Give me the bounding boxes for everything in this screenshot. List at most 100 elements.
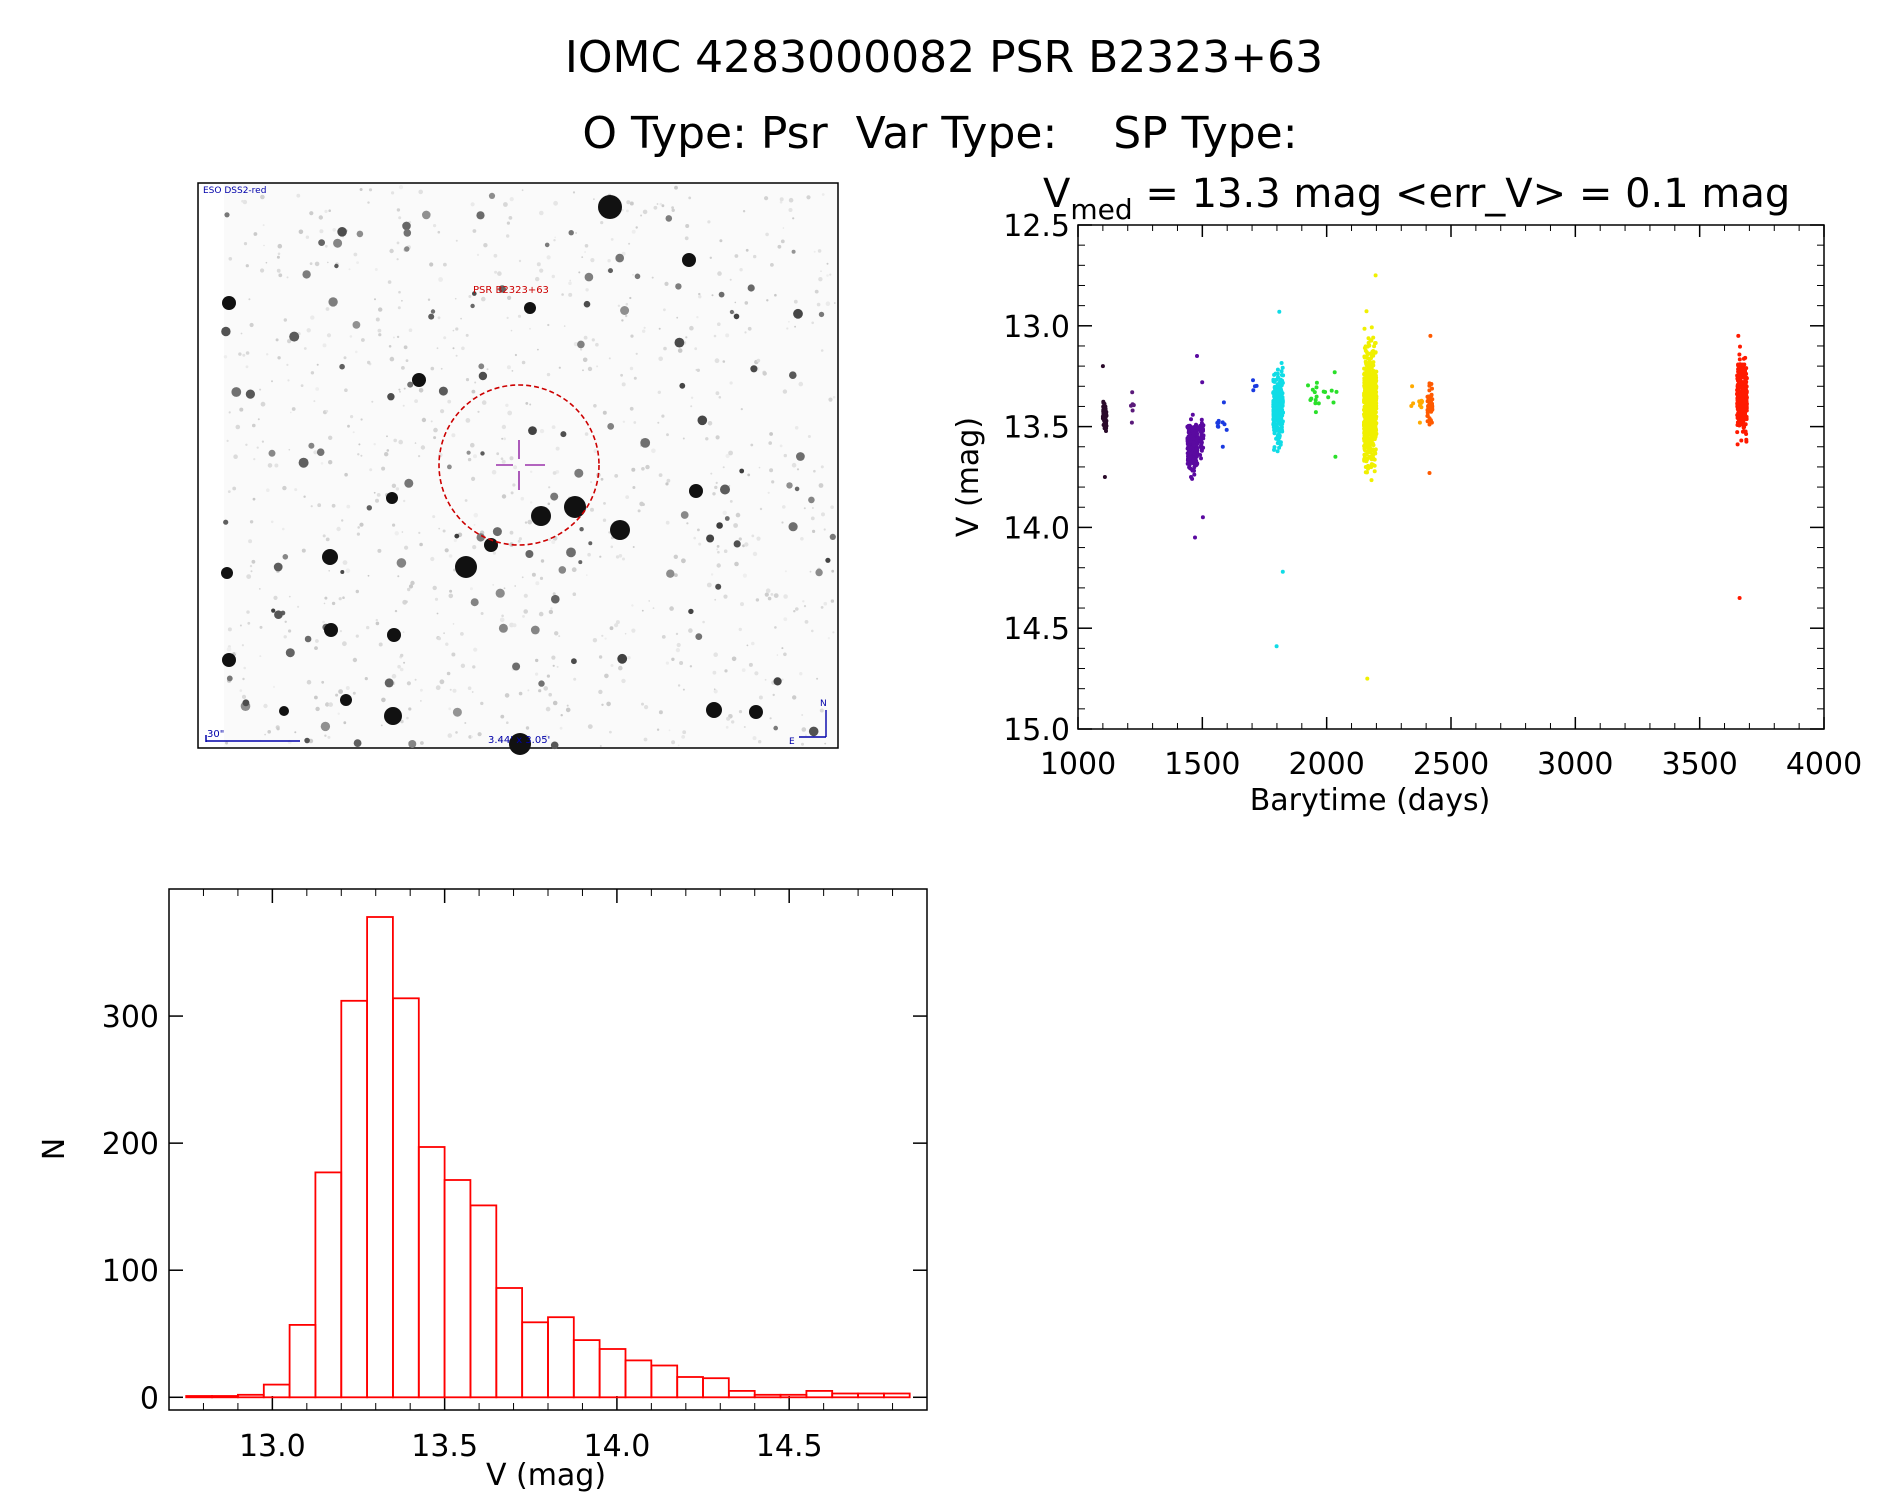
star [454,533,460,539]
noise-speck [260,268,265,273]
noise-speck [338,689,343,694]
noise-speck [801,742,804,746]
noise-speck [315,387,320,391]
data-point [1735,420,1740,425]
data-point [1370,409,1375,414]
noise-speck [471,691,474,693]
noise-speck [681,558,686,564]
noise-speck [246,574,252,579]
noise-speck [275,338,279,342]
noise-speck [632,546,635,548]
noise-speck [469,587,473,591]
noise-speck [433,224,437,228]
data-series [1129,390,1136,425]
noise-speck [294,731,297,734]
noise-speck [480,701,484,706]
data-point [1367,443,1371,448]
data-point [1744,371,1749,376]
noise-speck [764,678,767,681]
histogram-bar [340,999,368,1399]
star [472,291,477,296]
x-tick-label: 4000 [1786,747,1862,782]
noise-speck [777,244,782,249]
noise-speck [697,528,700,532]
noise-speck [756,358,761,363]
noise-speck [551,540,556,544]
star [224,212,230,218]
noise-speck [677,684,681,687]
data-point [1187,454,1192,459]
noise-speck [465,418,471,423]
noise-speck [448,593,454,599]
noise-speck [826,262,829,265]
star [550,741,559,750]
noise-speck [465,333,469,337]
noise-speck [454,297,457,300]
noise-speck [728,485,731,487]
data-point [1364,350,1369,355]
noise-speck [546,674,551,678]
star [808,496,815,504]
survey-label: ESO DSS2-red [203,186,266,196]
noise-speck [819,708,824,713]
data-point [1374,385,1378,390]
noise-speck [783,453,787,458]
star [428,313,435,320]
noise-speck [779,444,783,448]
data-point [1251,378,1255,383]
star [302,270,311,279]
noise-speck [523,609,528,614]
noise-speck [440,367,443,370]
noise-speck [277,243,283,249]
noise-speck [418,455,421,458]
noise-speck [522,615,525,618]
data-point [1369,478,1374,483]
noise-speck [517,314,522,318]
data-point [1104,423,1109,428]
data-point [1362,455,1367,460]
noise-speck [551,655,556,660]
bright-star [524,302,536,314]
noise-speck [374,298,376,301]
compass-east-label: E [789,737,795,747]
noise-speck [771,480,775,484]
noise-speck [535,581,540,586]
data-point [1362,448,1367,453]
noise-speck [432,585,437,591]
noise-speck [493,253,498,258]
noise-speck [625,495,630,499]
noise-speck [520,496,525,501]
noise-speck [682,730,687,735]
data-point [1425,410,1430,415]
noise-speck [270,520,274,524]
noise-speck [652,607,655,609]
data-point [1189,417,1193,422]
noise-speck [604,673,609,679]
star [794,486,800,492]
noise-speck [758,740,762,744]
noise-speck [352,691,356,695]
noise-speck [525,402,529,405]
noise-speck [561,293,564,296]
data-point [1129,420,1134,425]
noise-speck [427,298,431,301]
noise-speck [405,359,409,362]
noise-speck [587,724,593,729]
noise-speck [769,468,774,473]
histogram-bar [831,1392,859,1399]
data-point [1277,309,1282,314]
noise-speck [256,446,259,449]
noise-speck [460,632,464,636]
star [675,283,682,290]
noise-speck [242,677,245,681]
noise-speck [377,548,382,553]
data-point [1187,451,1192,456]
noise-speck [584,244,589,248]
noise-speck [716,548,719,551]
noise-speck [631,604,634,607]
noise-speck [663,346,667,351]
star [716,522,723,529]
data-point [1735,430,1740,435]
data-point [1741,387,1746,392]
noise-speck [301,548,306,553]
